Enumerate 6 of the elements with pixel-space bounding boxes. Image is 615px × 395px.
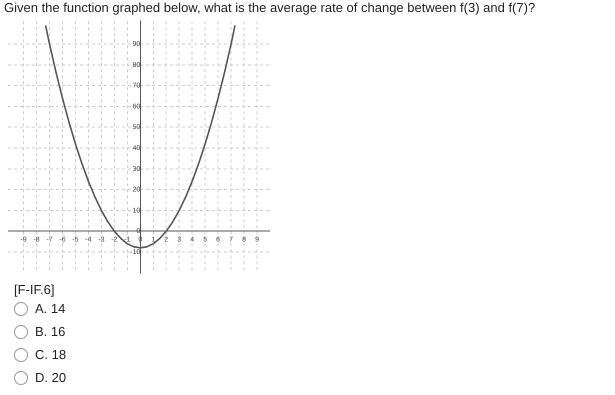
text: [F-IF.6] <box>14 282 54 297</box>
text: D. 20 <box>35 370 66 385</box>
chart-title: Given the function graphed below, what is the average rate of change between f(3) and f(7)? <box>4 0 536 15</box>
text: C. 18 <box>35 347 66 362</box>
text: A. 14 <box>35 301 66 316</box>
text: B. 16 <box>35 324 66 339</box>
